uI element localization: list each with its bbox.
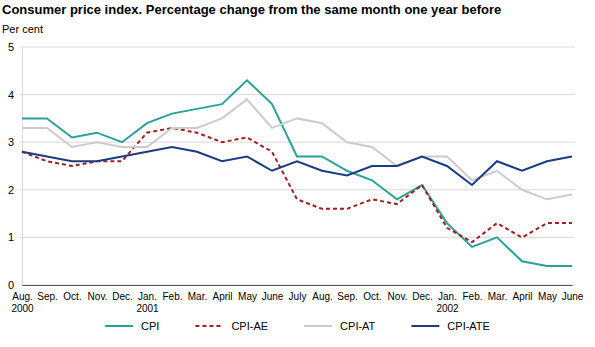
x-tick: Oct.: [63, 285, 81, 302]
y-tick: 0: [8, 279, 22, 291]
legend-label: CPI-AT: [340, 320, 376, 332]
grid-line: [20, 237, 575, 238]
x-tick: Mar.: [488, 285, 507, 302]
legend-swatch: [304, 325, 332, 327]
x-tick: May: [238, 285, 257, 302]
x-tick-label: Jan.2001: [136, 291, 159, 314]
y-tick-label: 3: [8, 136, 14, 148]
legend-label: CPI-AE: [231, 320, 268, 332]
grid-line: [20, 94, 575, 95]
x-tick: Sep.: [337, 285, 358, 302]
series-line: [22, 128, 572, 242]
x-tick-label: April: [212, 291, 232, 302]
x-tick-label: Feb.: [162, 291, 182, 302]
x-tick: Nov.: [388, 285, 408, 302]
x-tick-label: Mar.: [488, 291, 507, 302]
y-tick: 4: [8, 89, 22, 101]
x-tick: Oct.: [363, 285, 381, 302]
x-tick: June: [562, 285, 584, 302]
x-tick: Jan.2002: [436, 285, 459, 314]
series-line: [22, 147, 572, 185]
grid-line: [20, 285, 575, 286]
series-line: [22, 99, 572, 199]
legend-item: CPI-AT: [304, 320, 376, 332]
x-tick-label: Jan.2002: [436, 291, 459, 314]
legend-label: CPI: [141, 320, 159, 332]
x-tick-label: Sep.: [337, 291, 358, 302]
x-tick: Dec.: [112, 285, 133, 302]
y-axis-title: Per cent: [2, 23, 43, 35]
x-tick-label: June: [562, 291, 584, 302]
x-tick: Feb.: [162, 285, 182, 302]
y-tick-label: 5: [8, 41, 14, 53]
y-axis-line: [22, 48, 23, 286]
legend-swatch: [195, 325, 223, 327]
x-tick-label: Sep.: [37, 291, 58, 302]
legend: CPI CPI-AE CPI-AT CPI-ATE: [105, 320, 490, 332]
y-axis: 0 1 2 3 4 5: [8, 41, 23, 291]
x-tick: June: [262, 285, 284, 302]
x-tick-label: Dec.: [412, 291, 433, 302]
x-tick: May: [538, 285, 557, 302]
legend-swatch: [411, 325, 439, 327]
lines: [22, 80, 572, 266]
legend-swatch: [105, 325, 133, 327]
x-tick-label: May: [538, 291, 557, 302]
x-tick-label: July: [289, 291, 307, 302]
x-tick-label: Mar.: [188, 291, 207, 302]
x-tick: July: [289, 285, 307, 302]
y-tick: 5: [8, 41, 22, 53]
y-tick-label: 1: [8, 231, 14, 243]
x-tick: April: [512, 285, 532, 302]
x-tick-label: Aug.2000: [11, 291, 34, 314]
x-tick: Aug.: [312, 285, 333, 302]
legend-item: CPI: [105, 320, 159, 332]
grid-line: [20, 47, 575, 48]
series-line: [22, 80, 572, 266]
legend-item: CPI-AE: [195, 320, 268, 332]
x-tick-label: June: [262, 291, 284, 302]
x-axis-line: [23, 285, 573, 286]
x-axis: Aug.2000Sep.Oct.Nov.Dec.Jan.2001Feb.Mar.…: [11, 285, 583, 314]
y-tick-label: 4: [8, 89, 14, 101]
x-tick: April: [212, 285, 232, 302]
legend-item: CPI-ATE: [411, 320, 490, 332]
x-tick: Dec.: [412, 285, 433, 302]
y-tick-label: 0: [8, 279, 14, 291]
x-tick-label: Aug.: [312, 291, 333, 302]
x-tick: Nov.: [88, 285, 108, 302]
grid-line: [20, 189, 575, 190]
x-tick-label: Dec.: [112, 291, 133, 302]
x-tick-label: Oct.: [63, 291, 81, 302]
title: Consumer price index. Percentage change …: [2, 2, 501, 17]
x-tick-label: May: [238, 291, 257, 302]
x-tick: Mar.: [188, 285, 207, 302]
x-tick-label: Nov.: [88, 291, 108, 302]
x-tick: Aug.2000: [11, 285, 34, 314]
x-tick-label: Oct.: [363, 291, 381, 302]
x-tick-label: Feb.: [462, 291, 482, 302]
y-tick: 1: [8, 231, 22, 243]
y-tick: 3: [8, 136, 22, 148]
y-tick: 2: [8, 184, 22, 196]
y-tick-label: 2: [8, 184, 14, 196]
chart: Consumer price index. Percentage change …: [0, 0, 595, 347]
legend-label: CPI-ATE: [447, 320, 490, 332]
x-tick: Jan.2001: [136, 285, 159, 314]
grid: [20, 47, 575, 285]
x-tick-label: April: [512, 291, 532, 302]
x-tick: Feb.: [462, 285, 482, 302]
x-tick: Sep.: [37, 285, 58, 302]
x-tick-label: Nov.: [388, 291, 408, 302]
